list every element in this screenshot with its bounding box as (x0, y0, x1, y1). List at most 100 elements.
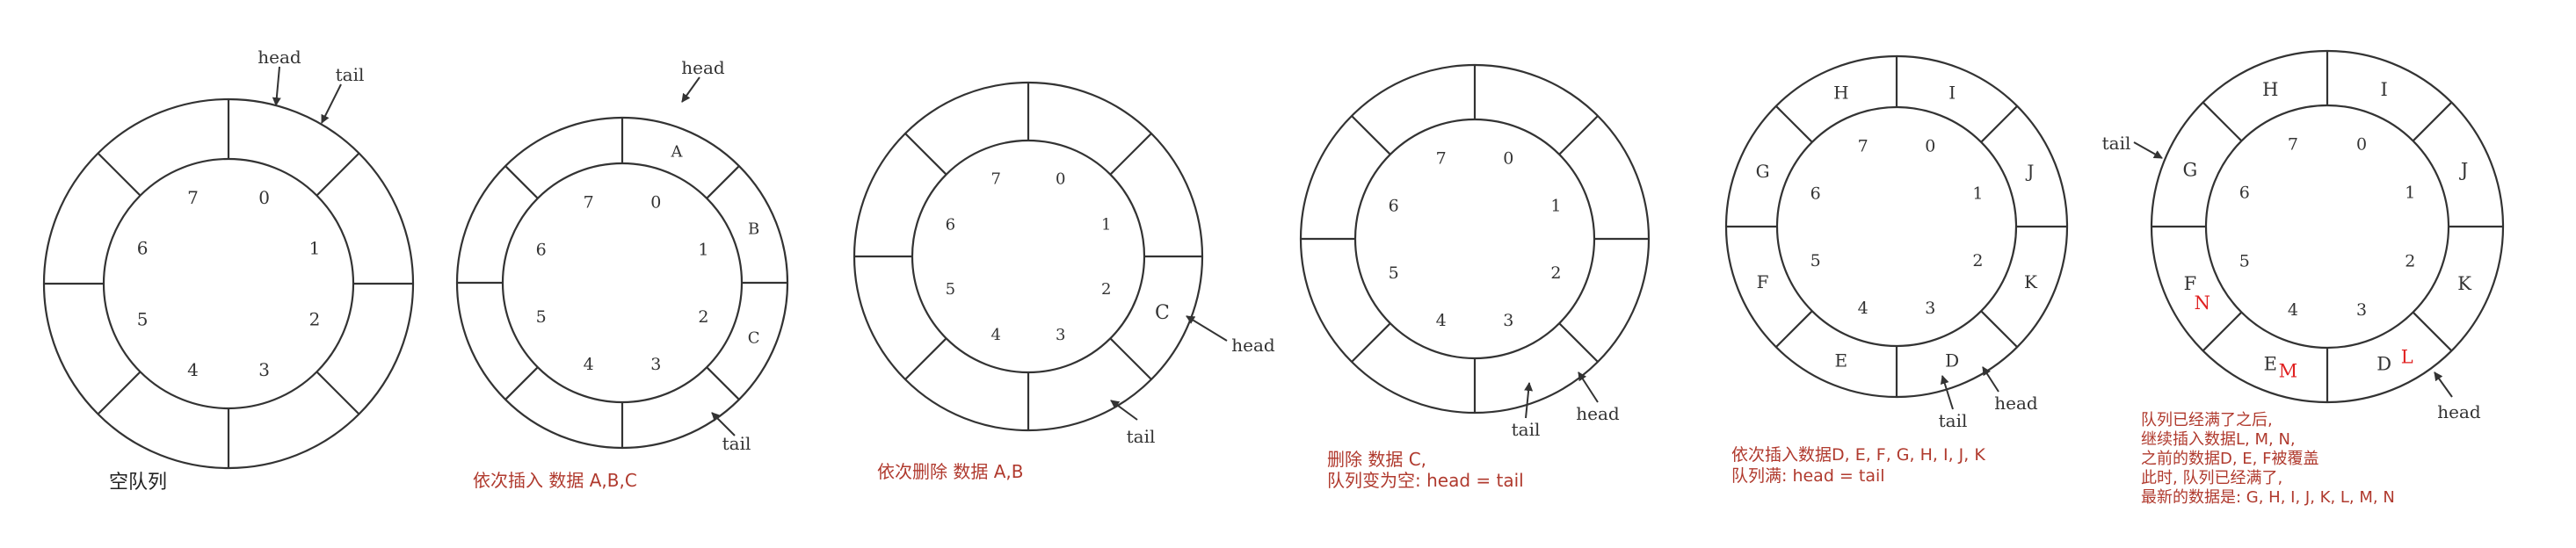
pointer-head-3: head (1186, 315, 1275, 356)
slot-divider (1980, 105, 2018, 143)
slot-index-label: 4 (991, 326, 1001, 344)
pointer-head-1: head (258, 47, 301, 106)
slot-divider (1109, 133, 1152, 176)
slot-index-label: 3 (1925, 299, 1935, 318)
slot-divider (97, 152, 141, 197)
slot-index-label: 2 (309, 309, 321, 330)
slot-divider (2202, 311, 2243, 352)
pointer-tail-3: tail (1110, 400, 1155, 447)
pointer-head-label: head (1994, 393, 2038, 414)
slot-index-label: 1 (1550, 196, 1561, 215)
ring-1: 0 1 2 3 4 5 6 7 (42, 97, 415, 470)
slot-data-letter: D (1945, 350, 1959, 371)
slot-index-label: 0 (650, 192, 661, 212)
slot-index-label: 3 (1503, 311, 1513, 330)
slot-data-letter: J (2459, 160, 2468, 181)
pointer-tail-2: tail (711, 412, 751, 454)
slot-index-label: 5 (536, 307, 547, 327)
slot-data-letter: G (1756, 161, 1770, 182)
slot-index-label: 4 (1436, 311, 1447, 330)
slot-data-letter: G (2182, 160, 2197, 181)
pointer-head-6: head (2434, 371, 2481, 422)
caption-line: 继续插入数据L, M, N, (2141, 430, 2296, 449)
slot-data-letter: B (748, 220, 759, 238)
slot-divider (1109, 337, 1152, 380)
caption-line: 队列满: head = tail (1731, 466, 1885, 486)
pointer-tail-label: tail (1939, 410, 1968, 431)
slot-divider (1775, 105, 1813, 143)
pointer-head-4: head (1576, 371, 1620, 424)
slot-divider (1558, 115, 1599, 155)
slot-index-label: 4 (1858, 299, 1869, 318)
ring-6: 0 I 1 J 2 K 3 D 4 E 5 F 6 G 7 H L M N (2150, 49, 2505, 404)
slot-index-label: 4 (2288, 300, 2298, 320)
slot-index-label: 2 (2405, 252, 2415, 271)
slot-divider (706, 366, 740, 400)
diagram-delete-c: 0 1 2 3 4 5 6 7 tail head 删除 数据 C, 队列变为空: head … (1299, 63, 1651, 491)
slot-data-letter: C (748, 328, 760, 347)
slot-index-label: 5 (1389, 263, 1399, 283)
diagram-delete-ab: 0 1 2 C 3 4 5 6 7 head tail 依次删除 数据 A,B (853, 81, 1275, 482)
slot-index-label: 7 (991, 170, 1001, 189)
pointer-tail-label: tail (1512, 419, 1541, 440)
inner-circle (1353, 118, 1596, 360)
slot-index-label: 4 (187, 359, 199, 380)
pointer-head-5: head (1982, 366, 2038, 414)
slot-index-label: 1 (1101, 216, 1111, 234)
slot-index-label: 1 (1972, 184, 1983, 203)
slot-index-label: 6 (2239, 184, 2250, 203)
slot-data-letter: I (1948, 83, 1956, 104)
pointer-head-label: head (681, 57, 725, 78)
inner-circle (911, 139, 1146, 374)
diagram-empty-queue: 0 1 2 3 4 5 6 7 head tail 空队列 (42, 47, 415, 494)
slot-index-label: 7 (584, 192, 594, 212)
caption-line: 队列已经满了之后, (2141, 411, 2273, 429)
slot-divider (2202, 101, 2243, 142)
slot-index-label: 6 (946, 216, 955, 234)
pointer-head-label: head (2437, 401, 2481, 422)
ring-4: 0 1 2 3 4 5 6 7 (1299, 63, 1651, 415)
caption-line: 最新的数据是: G, H, I, J, K, L, M, N (2141, 488, 2395, 507)
slot-data-letter: H (1833, 83, 1848, 104)
slot-divider (504, 165, 539, 199)
caption-line: 此时, 队列已经满了, (2141, 469, 2282, 487)
slot-divider (706, 165, 740, 199)
slot-index-label: 0 (258, 187, 270, 208)
pointer-tail-5: tail (1939, 375, 1968, 431)
inner-circle (1775, 105, 2018, 348)
pointer-tail-label: tail (336, 64, 365, 85)
slot-divider (1775, 310, 1813, 348)
slot-divider (1351, 115, 1391, 155)
slot-divider (504, 366, 539, 400)
slot-index-label: 0 (1056, 170, 1065, 189)
slot-index-label: 1 (2405, 184, 2415, 203)
slot-index-label: 5 (2239, 252, 2250, 271)
slot-divider (316, 371, 360, 415)
pointer-tail-label: tail (2102, 133, 2131, 154)
slot-index-label: 2 (1550, 263, 1561, 283)
slot-index-label: 6 (1810, 184, 1821, 203)
pointer-head-2: head (681, 57, 725, 103)
slot-index-label: 3 (258, 359, 270, 380)
slot-divider (316, 152, 360, 197)
ring-5: 0 I 1 J 2 K 3 D 4 E 5 F 6 G 7 H (1724, 54, 2069, 399)
slot-divider (1980, 310, 2018, 348)
slot-index-label: 4 (584, 355, 594, 374)
slot-index-label: 3 (2356, 300, 2367, 320)
pointer-head-label: head (258, 47, 301, 68)
slot-index-label: 2 (1101, 280, 1111, 299)
inner-circle (501, 162, 744, 404)
slot-index-label: 1 (698, 240, 708, 259)
slot-index-label: 0 (2356, 134, 2367, 154)
slot-data-letter: I (2381, 79, 2388, 100)
slot-index-label: 1 (309, 237, 321, 258)
pointer-head-label: head (1576, 403, 1620, 424)
slot-divider (904, 337, 947, 380)
slot-index-label: 6 (1389, 196, 1399, 215)
pointer-tail-label: tail (722, 433, 751, 454)
slot-data-letter: J (2025, 161, 2034, 182)
caption-line: 依次插入 数据 A,B,C (473, 470, 637, 491)
caption-line: 删除 数据 C, (1327, 449, 1426, 470)
slot-index-label: 7 (1858, 136, 1869, 155)
